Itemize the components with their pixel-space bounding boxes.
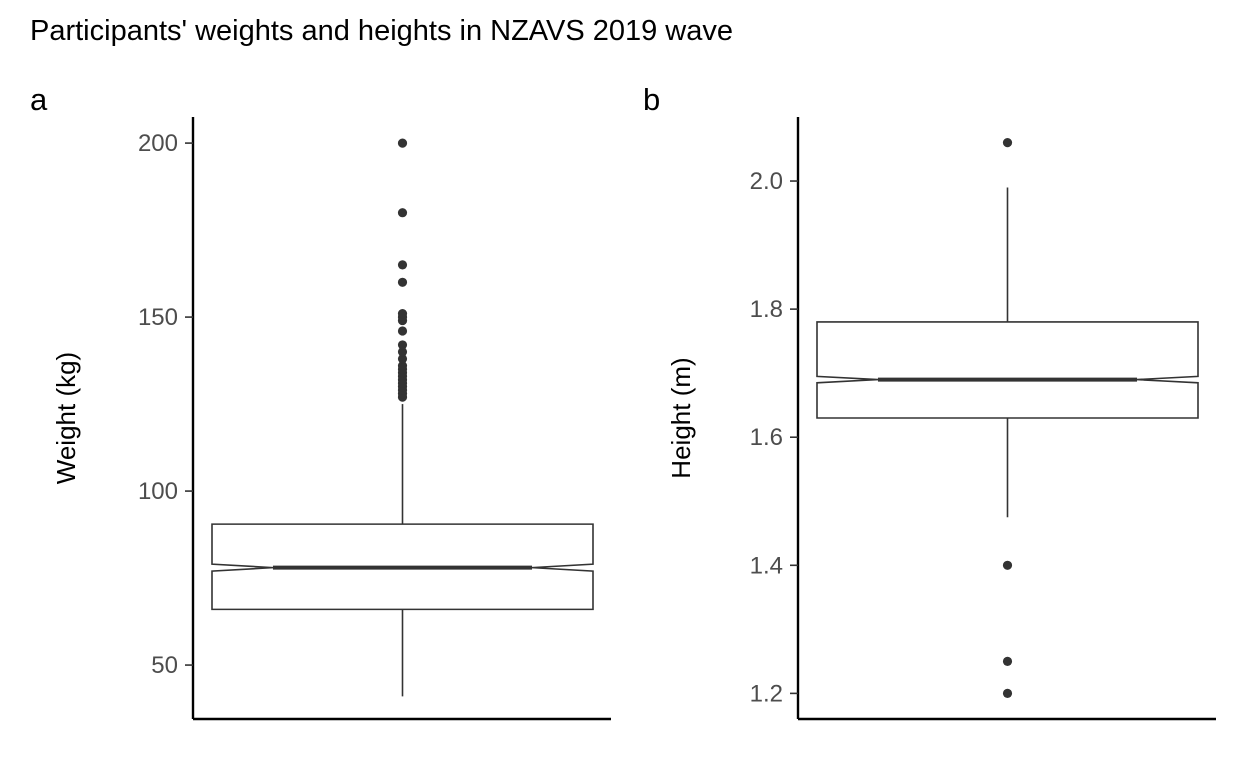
y-tick-label: 50	[151, 652, 178, 679]
figure-title: Participants' weights and heights in NZA…	[30, 15, 733, 47]
y-tick-label: 1.2	[750, 680, 783, 707]
y-tick-label: 100	[138, 478, 178, 505]
outlier-point	[397, 208, 408, 218]
y-tick-label: 200	[138, 130, 178, 157]
box	[816, 321, 1199, 419]
y-tick-label: 1.6	[750, 424, 783, 451]
outlier-point	[397, 260, 408, 270]
y-tick-label: 1.8	[750, 296, 783, 323]
outlier-point	[397, 277, 408, 287]
outlier-point	[397, 138, 408, 148]
panel-b-height: b Height (m) 1.2 1.4 1.6 1.8 2.0	[643, 82, 1216, 721]
outlier-point	[397, 326, 408, 336]
y-tick-label: 2.0	[750, 168, 783, 195]
y-axis-label: Height (m)	[666, 357, 696, 478]
outlier-point	[397, 347, 408, 357]
outlier-point	[1002, 138, 1013, 148]
outlier-point	[397, 340, 408, 350]
outlier-point	[397, 309, 408, 319]
outlier-point	[1002, 560, 1013, 570]
y-axis-label: Weight (kg)	[51, 352, 81, 484]
outlier-point	[397, 361, 408, 371]
panel-tag: b	[643, 82, 660, 117]
y-tick-label: 1.4	[750, 552, 783, 579]
outlier-point	[1002, 688, 1013, 698]
outlier-point	[1002, 656, 1013, 666]
panel-a-weight: a Weight (kg) 50 100 150 200	[30, 82, 611, 721]
panel-tag: a	[30, 82, 48, 117]
y-tick-label: 150	[138, 304, 178, 331]
outlier-point	[397, 354, 408, 364]
